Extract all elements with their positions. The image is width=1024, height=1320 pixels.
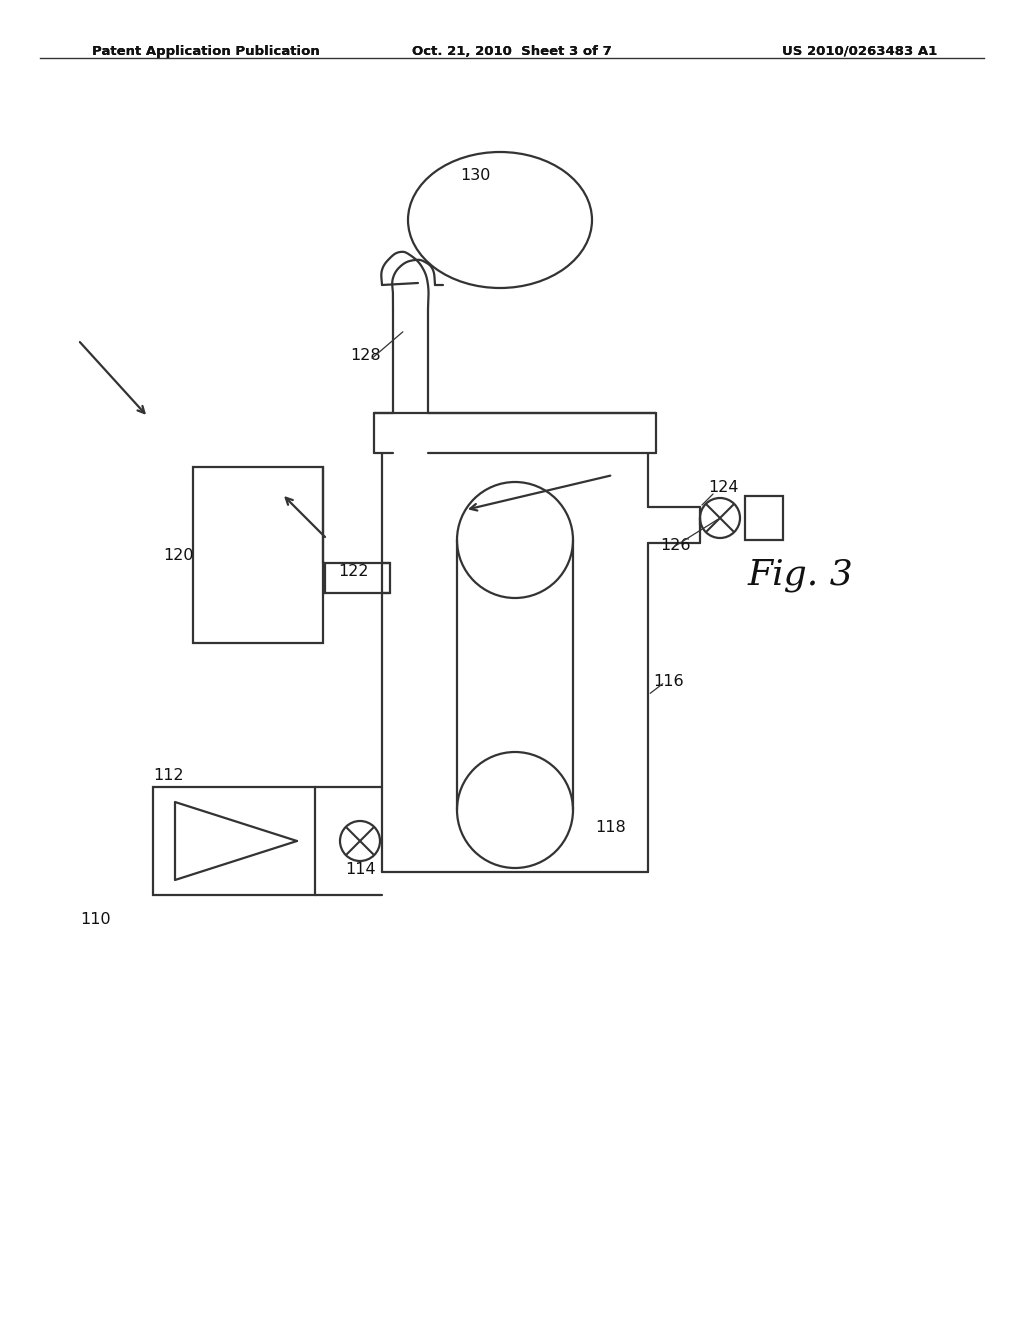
Text: 116: 116 — [653, 675, 684, 689]
Text: 130: 130 — [460, 168, 490, 182]
Bar — [745, 496, 783, 540]
Text: 118: 118 — [595, 821, 626, 836]
Text: Patent Application Publication: Patent Application Publication — [92, 45, 319, 58]
Text: 128: 128 — [350, 347, 381, 363]
Text: US 2010/0263483 A1: US 2010/0263483 A1 — [781, 45, 937, 58]
Text: 122: 122 — [338, 565, 369, 579]
Text: 120: 120 — [163, 548, 194, 562]
Bar — [193, 467, 323, 643]
Text: Fig. 3: Fig. 3 — [748, 558, 853, 591]
Text: US 2010/0263483 A1: US 2010/0263483 A1 — [781, 45, 937, 58]
Bar — [325, 564, 390, 593]
Text: Oct. 21, 2010  Sheet 3 of 7: Oct. 21, 2010 Sheet 3 of 7 — [412, 45, 612, 58]
Text: 112: 112 — [153, 767, 183, 783]
Text: 114: 114 — [345, 862, 376, 878]
Text: Oct. 21, 2010  Sheet 3 of 7: Oct. 21, 2010 Sheet 3 of 7 — [412, 45, 612, 58]
Text: 124: 124 — [708, 479, 738, 495]
Text: 110: 110 — [80, 912, 111, 928]
Bar — [153, 787, 315, 895]
Text: Patent Application Publication: Patent Application Publication — [92, 45, 319, 58]
Text: 126: 126 — [660, 539, 690, 553]
